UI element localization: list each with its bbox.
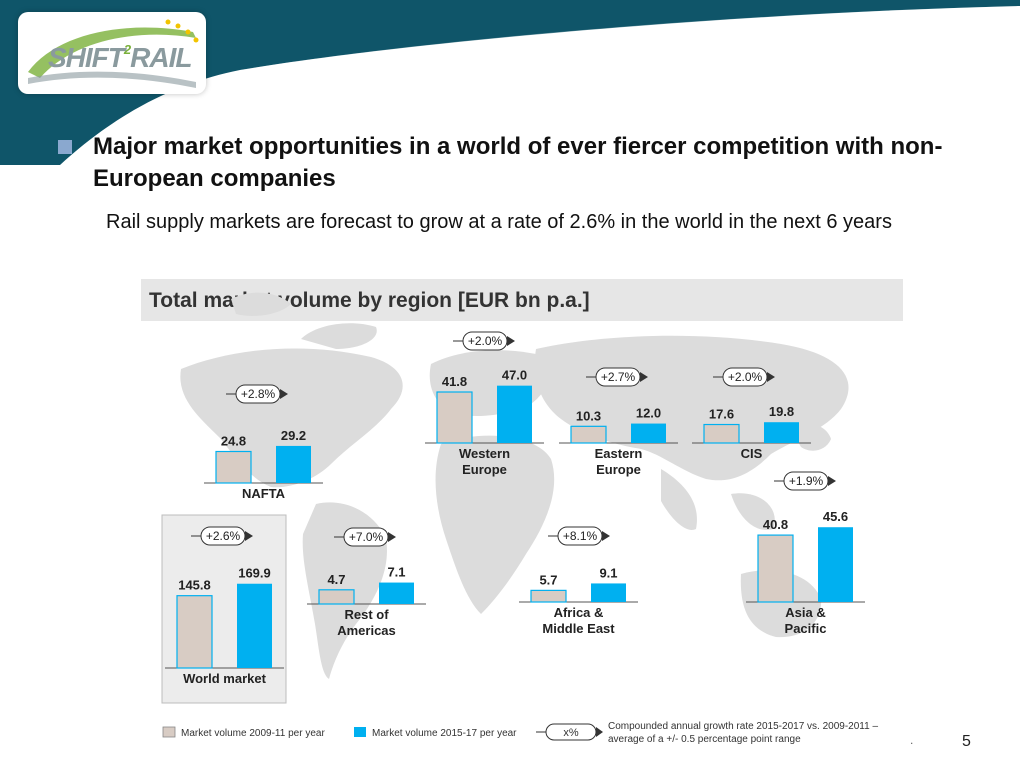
region-label: World market — [183, 671, 267, 686]
bar-2015-17 — [631, 423, 666, 443]
bar-2015-17 — [237, 583, 272, 668]
region-asia-pacific: 40.8 45.6 Asia &Pacific +1.9% — [746, 471, 865, 636]
region-cis: 17.6 19.8 CIS +2.0% — [692, 367, 811, 461]
logo-wordmark: SHIFT2RAIL — [48, 42, 192, 73]
legend-growth-text-line2: average of a +/- 0.5 percentage point ra… — [608, 734, 801, 745]
legend-growth-symbol: x% — [563, 727, 579, 739]
logo: SHIFT2RAIL — [18, 12, 206, 94]
bar-2009-11 — [436, 391, 473, 444]
chart-legend: Market volume 2009-11 per year Market vo… — [162, 721, 878, 745]
region-label: Western — [459, 446, 510, 461]
slide-subtext: Rail supply markets are forecast to grow… — [106, 211, 892, 233]
growth-rate-label: +2.8% — [241, 387, 276, 401]
value-label-2015-17: 29.2 — [281, 428, 306, 443]
growth-pill-arrow — [507, 336, 515, 346]
region-label: Rest of — [344, 607, 389, 622]
bar-2015-17 — [276, 445, 311, 483]
chart-title: Total market volume by region [EUR bn p.… — [149, 289, 590, 312]
growth-pill-arrow — [828, 476, 836, 486]
growth-pill-arrow — [640, 372, 648, 382]
growth-rate-label: +8.1% — [563, 529, 598, 543]
region-label: Americas — [337, 623, 396, 638]
bar-2015-17 — [497, 385, 532, 443]
region-africa-middle-east: 5.7 9.1 Africa &Middle East +8.1% — [519, 526, 638, 636]
value-label-2009-11: 41.8 — [442, 374, 467, 389]
logo-graphic — [28, 19, 199, 88]
region-label: Eastern — [595, 446, 643, 461]
growth-pill-arrow — [767, 372, 775, 382]
value-label-2015-17: 45.6 — [823, 509, 848, 524]
bar-2015-17 — [818, 527, 853, 602]
bar-2009-11 — [530, 589, 567, 603]
growth-rate-label: +7.0% — [349, 530, 384, 544]
growth-rate-label: +2.6% — [206, 529, 241, 543]
legend-label-2015-17: Market volume 2015-17 per year — [372, 728, 517, 739]
value-label-2009-11: 17.6 — [709, 407, 734, 422]
value-label-2009-11: 24.8 — [221, 434, 246, 449]
region-label: Pacific — [785, 621, 827, 636]
growth-rate-label: +2.0% — [728, 370, 763, 384]
bar-2015-17 — [764, 422, 799, 443]
growth-rate-label: +1.9% — [789, 474, 824, 488]
region-label: CIS — [741, 446, 763, 461]
bullet-marker — [58, 140, 72, 154]
region-label: Middle East — [542, 621, 615, 636]
value-label-2015-17: 169.9 — [238, 566, 271, 581]
page-number: 5 — [962, 733, 971, 750]
value-label-2015-17: 9.1 — [599, 565, 617, 580]
region-label: Asia & — [785, 605, 825, 620]
bar-2009-11 — [215, 450, 252, 484]
legend-swatch-2009-11 — [162, 726, 176, 738]
region-world-market: 145.8 169.9 World market +2.6% — [165, 526, 284, 686]
region-label: NAFTA — [242, 486, 286, 501]
slide-heading: Major market opportunities in a world of… — [93, 133, 943, 192]
bar-2009-11 — [318, 589, 355, 605]
market-volume-chart: Total market volume by region [EUR bn p.… — [141, 279, 903, 745]
growth-rate-label: +2.7% — [601, 370, 636, 384]
bar-2009-11 — [176, 595, 213, 669]
bar-2015-17 — [379, 582, 414, 604]
region-label: Africa & — [554, 605, 604, 620]
value-label-2015-17: 47.0 — [502, 368, 527, 383]
bar-2009-11 — [570, 425, 607, 444]
bar-2009-11 — [703, 423, 740, 444]
bar-2009-11 — [757, 534, 794, 603]
value-label-2015-17: 7.1 — [387, 565, 405, 580]
value-label-2009-11: 10.3 — [576, 408, 601, 423]
header-dark-band — [0, 0, 1020, 165]
header-banner — [0, 0, 1020, 165]
value-label-2009-11: 4.7 — [327, 572, 345, 587]
value-label-2015-17: 12.0 — [636, 406, 661, 421]
legend-swatch-2015-17 — [354, 727, 366, 737]
legend-label-2009-11: Market volume 2009-11 per year — [181, 728, 325, 739]
region-label: Europe — [462, 462, 507, 477]
growth-pill-arrow — [280, 389, 288, 399]
bar-2015-17 — [591, 583, 626, 602]
growth-rate-label: +2.0% — [468, 334, 503, 348]
value-label-2015-17: 19.8 — [769, 404, 794, 419]
legend-growth-text-line1: Compounded annual growth rate 2015-2017 … — [608, 721, 878, 732]
growth-pill-arrow — [245, 531, 253, 541]
growth-pill-arrow — [602, 531, 610, 541]
growth-pill-arrow — [388, 532, 396, 542]
region-label: Europe — [596, 462, 641, 477]
value-label-2009-11: 145.8 — [178, 578, 211, 593]
value-label-2009-11: 5.7 — [539, 572, 557, 587]
region-nafta: 24.8 29.2 NAFTA +2.8% — [204, 384, 323, 501]
footer-dot: . — [910, 733, 914, 747]
value-label-2009-11: 40.8 — [763, 517, 788, 532]
